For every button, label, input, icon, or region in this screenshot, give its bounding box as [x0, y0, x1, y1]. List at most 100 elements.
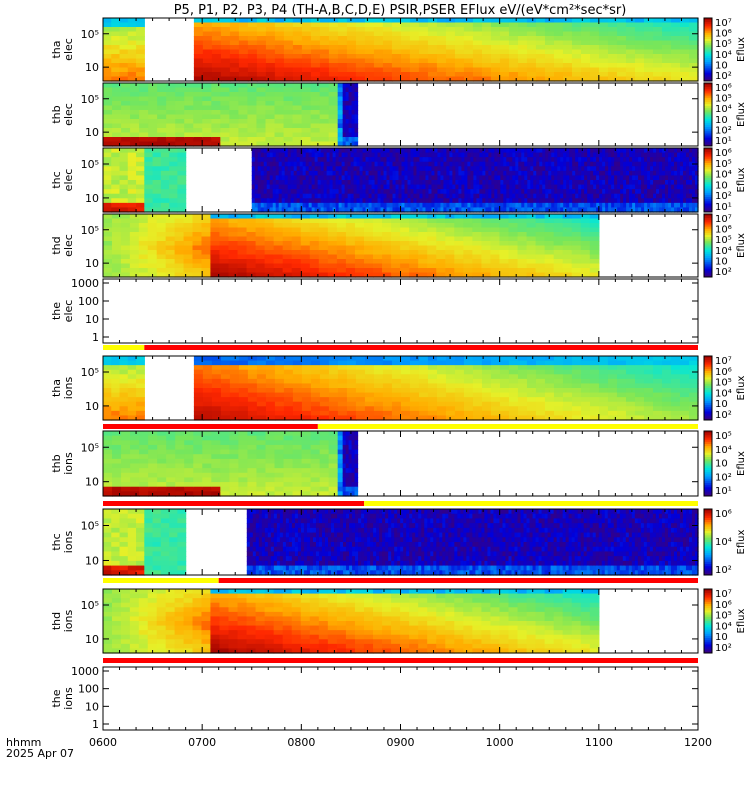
- spectrogram-cell: [518, 23, 528, 28]
- spectrogram-cell: [653, 27, 663, 32]
- spectrogram-cell: [428, 27, 438, 32]
- spectrogram-cell: [445, 223, 455, 228]
- spectrogram-cell: [157, 232, 167, 237]
- spectrogram-cell: [599, 59, 609, 64]
- spectrogram-cell: [374, 59, 384, 64]
- spectrogram-cell: [120, 18, 129, 23]
- spectrogram-cell: [193, 259, 203, 264]
- panel-tha-elec-ytick-label: 10⁵: [81, 28, 99, 41]
- spectrogram-cell: [364, 250, 374, 255]
- spectrogram-cell: [148, 255, 158, 260]
- spectrogram-cell: [491, 72, 501, 77]
- spectrogram-cell: [320, 101, 330, 106]
- spectrogram-cell: [311, 137, 321, 142]
- spectrogram-cell: [229, 255, 239, 260]
- spectrogram-cell: [509, 18, 519, 23]
- spectrogram-cell: [572, 241, 582, 246]
- spectrogram-cell: [284, 97, 294, 102]
- spectrogram-cell: [545, 68, 555, 73]
- spectrogram-cell: [166, 106, 176, 111]
- spectrogram-cell: [401, 54, 411, 59]
- spectrogram-cell: [554, 32, 564, 37]
- spectrogram-cell: [103, 54, 112, 59]
- spectrogram-cell: [320, 106, 330, 111]
- spectrogram-cell: [210, 259, 220, 264]
- spectrogram-cell: [563, 41, 573, 46]
- spectrogram-cell: [347, 36, 357, 41]
- spectrogram-cell: [347, 27, 357, 32]
- spectrogram-cell: [144, 153, 153, 158]
- spectrogram-cell: [527, 36, 537, 41]
- spectrogram-cell: [157, 241, 167, 246]
- spectrogram-cell: [194, 370, 204, 375]
- spectrogram-cell: [103, 23, 112, 28]
- spectrogram-cell: [391, 264, 401, 269]
- spectrogram-cell: [401, 45, 411, 50]
- spectrogram-cell: [608, 23, 618, 28]
- spectrogram-cell: [247, 219, 257, 224]
- spectrogram-cell: [166, 92, 176, 97]
- panel-thc-elec-ytick-label: 10⁵: [81, 158, 99, 171]
- spectrogram-cell: [238, 137, 248, 142]
- spectrogram-cell: [230, 27, 240, 32]
- spectrogram-cell: [572, 27, 582, 32]
- spectrogram-cell: [139, 101, 149, 106]
- spectrogram-cell: [311, 133, 321, 138]
- spectrogram-cell: [111, 411, 120, 416]
- spectrogram-cell: [111, 54, 120, 59]
- spectrogram-cell: [283, 250, 293, 255]
- spectrogram-cell: [319, 219, 329, 224]
- spectrogram-cell: [355, 232, 365, 237]
- spectrogram-cell: [103, 393, 112, 398]
- spectrogram-cell: [211, 88, 221, 93]
- spectrogram-cell: [328, 232, 338, 237]
- spectrogram-cell: [382, 246, 392, 251]
- spectrogram-cell: [257, 41, 267, 46]
- spectrogram-cell: [554, 264, 564, 269]
- spectrogram-cell: [302, 72, 312, 77]
- spectrogram-cell: [527, 32, 537, 37]
- spectrogram-cell: [248, 36, 258, 41]
- spectrogram-cell: [473, 54, 483, 59]
- spectrogram-cell: [680, 54, 690, 59]
- spectrogram-cell: [247, 115, 257, 120]
- spectrogram-cell: [193, 101, 203, 106]
- spectrogram-cell: [617, 23, 627, 28]
- spectrogram-cell: [120, 180, 129, 185]
- spectrogram-cell: [256, 106, 266, 111]
- spectrogram-cell: [482, 54, 492, 59]
- spectrogram-cell: [274, 268, 284, 273]
- spectrogram-cell: [139, 97, 149, 102]
- spectrogram-cell: [103, 133, 113, 138]
- spectrogram-cell: [509, 241, 519, 246]
- spectrogram-cell: [139, 219, 149, 224]
- spectrogram-cell: [401, 50, 411, 55]
- panel-thd-elec-colorbar: 10⁷10⁶10⁵10⁴10⁳10²Eflux: [704, 214, 747, 278]
- spectrogram-cell: [437, 32, 447, 37]
- spectrogram-cell: [136, 194, 145, 199]
- spectrogram-cell: [136, 166, 145, 171]
- spectrogram-cell: [338, 92, 344, 97]
- spectrogram-cell: [230, 45, 240, 50]
- spectrogram-cell: [247, 228, 257, 233]
- spectrogram-cell: [184, 264, 194, 269]
- spectrogram-cell: [136, 54, 145, 59]
- spectrogram-cell: [635, 32, 645, 37]
- spectrogram-cell: [662, 45, 672, 50]
- spectrogram-cell: [320, 32, 330, 37]
- spectrogram-cell: [284, 124, 294, 129]
- spectrogram-cell: [136, 27, 145, 32]
- spectrogram-cell: [608, 32, 618, 37]
- spectrogram-cell: [169, 203, 178, 208]
- spectrogram-cell: [169, 180, 178, 185]
- spectrogram-cell: [391, 214, 401, 219]
- spectrogram-cell: [455, 72, 465, 77]
- spectrogram-cell: [572, 228, 582, 233]
- spectrogram-cell: [292, 232, 302, 237]
- spectrogram-cell: [653, 68, 663, 73]
- panel-tha-elec-colorbar-tick-label: 10⁳: [715, 60, 728, 71]
- spectrogram-cell: [355, 110, 359, 115]
- spectrogram-cell: [572, 50, 582, 55]
- spectrogram-cell: [283, 241, 293, 246]
- spectrogram-cell: [274, 232, 284, 237]
